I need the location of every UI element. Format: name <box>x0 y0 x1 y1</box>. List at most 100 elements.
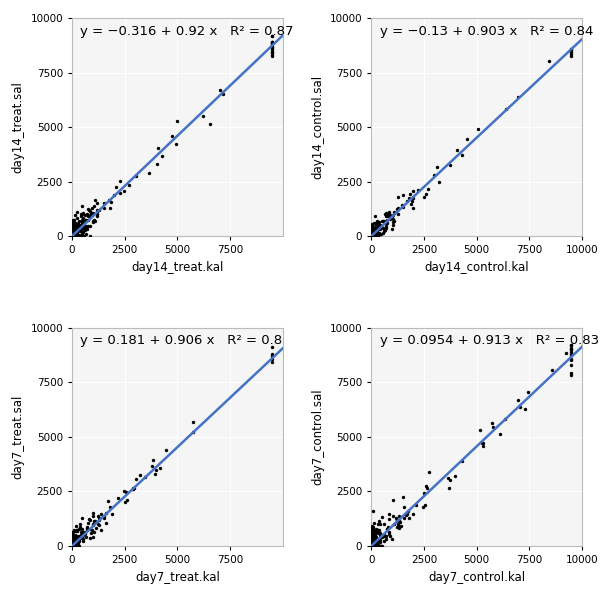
Point <box>69 535 79 545</box>
Point <box>367 225 376 235</box>
Point <box>67 217 77 226</box>
Point <box>367 227 376 237</box>
Point <box>367 541 377 551</box>
Point <box>76 224 86 233</box>
Point <box>367 230 376 239</box>
Point <box>67 541 77 551</box>
Point <box>376 224 385 233</box>
Point <box>67 223 77 233</box>
Point <box>368 232 378 241</box>
Point <box>367 541 377 551</box>
Point <box>72 229 82 238</box>
Point <box>68 540 78 550</box>
Point <box>67 535 77 544</box>
Point <box>152 159 162 169</box>
Point <box>374 217 384 227</box>
Point <box>71 526 80 536</box>
Point <box>68 232 78 241</box>
Point <box>67 541 77 551</box>
Point <box>457 456 467 466</box>
Point <box>91 523 101 533</box>
Point <box>367 231 376 241</box>
Point <box>367 232 377 241</box>
Point <box>463 134 472 144</box>
Point <box>67 541 77 551</box>
Point <box>367 541 376 551</box>
Point <box>420 500 430 510</box>
Point <box>188 417 198 427</box>
Point <box>68 538 77 547</box>
Point <box>392 515 401 525</box>
Point <box>372 227 382 237</box>
Point <box>78 217 88 227</box>
Point <box>67 232 77 241</box>
Point <box>69 541 79 551</box>
Point <box>566 350 576 360</box>
Point <box>71 227 80 236</box>
Point <box>77 533 86 543</box>
Point <box>268 39 277 49</box>
Point <box>375 229 385 238</box>
Point <box>368 538 377 547</box>
Point <box>367 541 376 551</box>
Point <box>368 232 377 241</box>
Point <box>368 232 377 241</box>
Point <box>69 541 79 551</box>
Point <box>67 232 77 241</box>
Point <box>367 232 376 241</box>
Point <box>367 541 377 551</box>
Point <box>73 538 83 548</box>
Point <box>68 227 78 236</box>
Text: y = −0.316 + 0.92 x   R² = 0.87: y = −0.316 + 0.92 x R² = 0.87 <box>80 25 294 38</box>
Point <box>68 541 77 551</box>
Point <box>67 537 77 547</box>
Point <box>367 232 376 241</box>
Point <box>88 217 98 227</box>
Point <box>367 539 377 549</box>
Point <box>68 541 78 551</box>
Point <box>67 227 77 236</box>
Point <box>71 231 81 241</box>
Point <box>367 229 377 238</box>
Point <box>71 221 80 230</box>
Point <box>372 232 382 241</box>
Point <box>70 232 80 241</box>
Point <box>367 225 377 235</box>
Point <box>368 228 377 238</box>
Point <box>371 228 380 238</box>
Point <box>121 487 131 497</box>
Point <box>77 223 86 232</box>
Point <box>367 232 376 241</box>
Point <box>67 218 77 227</box>
Point <box>370 224 379 234</box>
Point <box>367 232 377 241</box>
Point <box>68 227 77 237</box>
Point <box>566 360 576 370</box>
Point <box>370 538 380 548</box>
Point <box>68 231 77 241</box>
Point <box>368 541 377 551</box>
Point <box>367 541 377 551</box>
Point <box>74 223 83 232</box>
Point <box>500 414 509 424</box>
Point <box>106 203 115 212</box>
Point <box>68 540 77 550</box>
Point <box>67 232 77 241</box>
Point <box>67 232 77 241</box>
Point <box>72 227 82 237</box>
Point <box>370 528 380 538</box>
Point <box>520 404 530 414</box>
Point <box>74 524 84 533</box>
Point <box>67 218 77 227</box>
Point <box>67 232 77 241</box>
Point <box>68 538 78 547</box>
Point <box>67 232 77 241</box>
Point <box>93 520 103 529</box>
Point <box>566 44 576 53</box>
Point <box>367 541 376 551</box>
Point <box>83 215 93 225</box>
Point <box>71 228 80 238</box>
Point <box>91 195 100 205</box>
Point <box>368 225 378 235</box>
Point <box>85 533 95 543</box>
